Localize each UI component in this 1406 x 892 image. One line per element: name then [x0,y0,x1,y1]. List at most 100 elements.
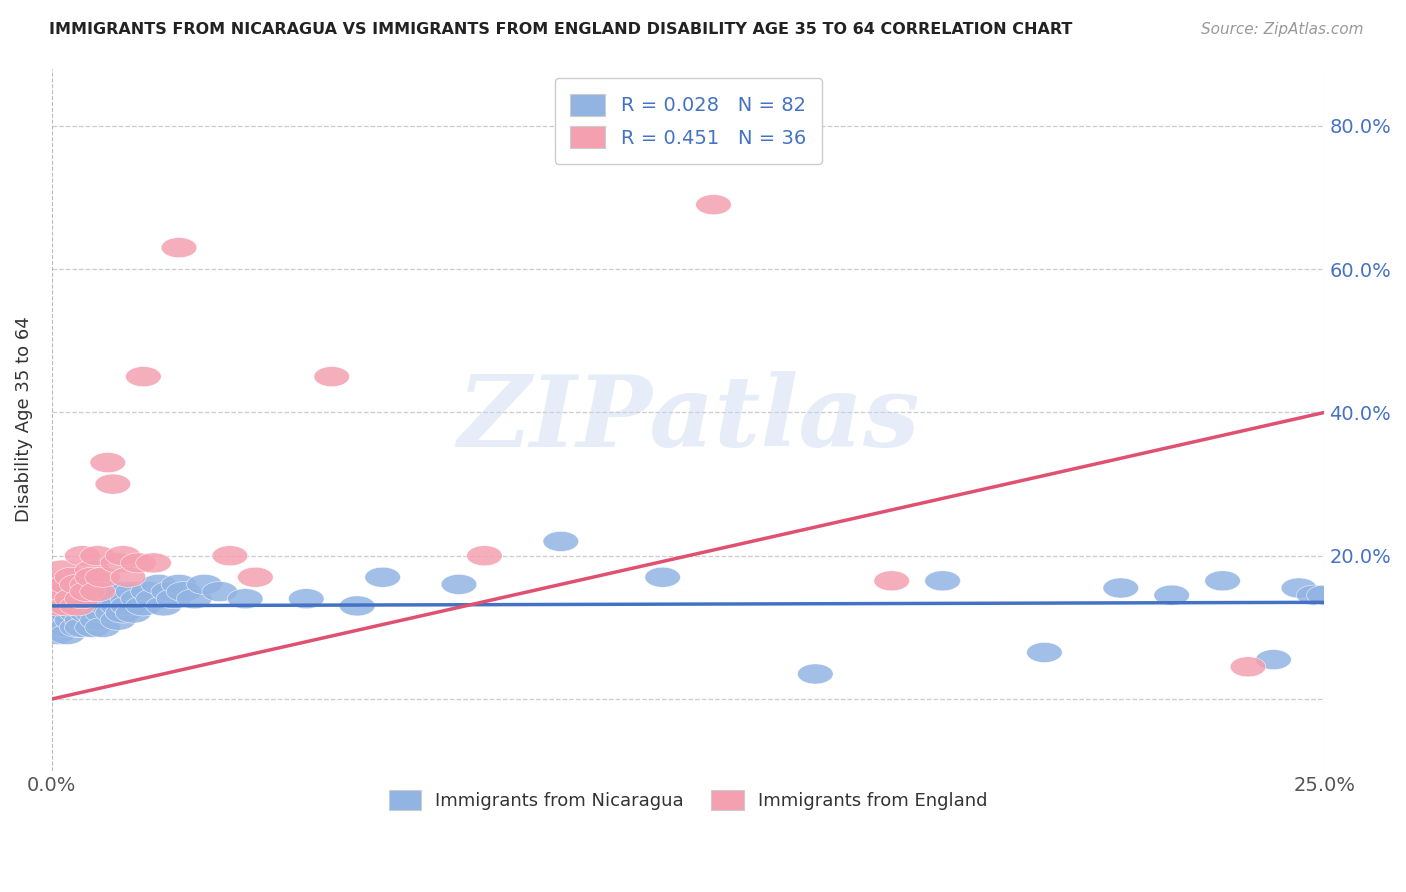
Ellipse shape [150,582,187,601]
Text: IMMIGRANTS FROM NICARAGUA VS IMMIGRANTS FROM ENGLAND DISABILITY AGE 35 TO 64 COR: IMMIGRANTS FROM NICARAGUA VS IMMIGRANTS … [49,22,1073,37]
Ellipse shape [75,567,110,587]
Ellipse shape [441,574,477,594]
Ellipse shape [115,603,150,624]
Ellipse shape [105,603,141,624]
Ellipse shape [55,567,90,587]
Ellipse shape [1154,585,1189,605]
Ellipse shape [364,567,401,587]
Ellipse shape [543,532,579,551]
Ellipse shape [37,589,72,608]
Ellipse shape [59,596,96,616]
Ellipse shape [55,596,90,616]
Ellipse shape [75,603,110,624]
Ellipse shape [288,589,325,608]
Ellipse shape [49,596,84,616]
Ellipse shape [55,574,90,594]
Ellipse shape [121,589,156,608]
Ellipse shape [49,574,84,594]
Ellipse shape [875,571,910,591]
Ellipse shape [125,596,162,616]
Ellipse shape [65,589,100,608]
Ellipse shape [49,603,84,624]
Ellipse shape [90,582,125,601]
Ellipse shape [80,582,115,601]
Ellipse shape [65,617,100,638]
Ellipse shape [162,574,197,594]
Ellipse shape [75,617,110,638]
Ellipse shape [69,596,105,616]
Ellipse shape [238,567,273,587]
Legend: Immigrants from Nicaragua, Immigrants from England: Immigrants from Nicaragua, Immigrants fr… [374,775,1002,825]
Ellipse shape [212,546,247,566]
Ellipse shape [136,589,172,608]
Ellipse shape [100,596,136,616]
Ellipse shape [39,624,75,645]
Ellipse shape [96,474,131,494]
Ellipse shape [84,589,121,608]
Ellipse shape [80,596,115,616]
Ellipse shape [1102,578,1139,598]
Ellipse shape [1256,649,1291,670]
Ellipse shape [1205,571,1240,591]
Ellipse shape [1281,578,1317,598]
Ellipse shape [105,546,141,566]
Ellipse shape [162,237,197,258]
Ellipse shape [44,603,80,624]
Ellipse shape [228,589,263,608]
Ellipse shape [65,589,100,608]
Ellipse shape [166,582,202,601]
Ellipse shape [84,603,121,624]
Ellipse shape [49,596,84,616]
Ellipse shape [645,567,681,587]
Ellipse shape [39,574,75,594]
Ellipse shape [75,560,110,580]
Ellipse shape [75,589,110,608]
Ellipse shape [65,596,100,616]
Ellipse shape [80,546,115,566]
Ellipse shape [177,589,212,608]
Ellipse shape [1296,585,1331,605]
Ellipse shape [187,574,222,594]
Ellipse shape [110,596,146,616]
Text: ZIPatlas: ZIPatlas [457,371,920,468]
Ellipse shape [69,589,105,608]
Ellipse shape [1026,642,1062,663]
Ellipse shape [696,194,731,215]
Ellipse shape [39,596,75,616]
Ellipse shape [121,553,156,573]
Ellipse shape [141,574,177,594]
Ellipse shape [49,617,84,638]
Ellipse shape [105,582,141,601]
Ellipse shape [925,571,960,591]
Ellipse shape [55,610,90,631]
Ellipse shape [339,596,375,616]
Ellipse shape [37,596,72,616]
Ellipse shape [90,596,125,616]
Ellipse shape [69,574,105,594]
Ellipse shape [100,553,136,573]
Ellipse shape [59,574,96,594]
Ellipse shape [80,610,115,631]
Ellipse shape [467,546,502,566]
Ellipse shape [125,367,162,386]
Ellipse shape [44,617,80,638]
Ellipse shape [314,367,350,386]
Ellipse shape [96,603,131,624]
Ellipse shape [100,610,136,631]
Ellipse shape [110,589,146,608]
Ellipse shape [146,596,181,616]
Ellipse shape [84,617,121,638]
Ellipse shape [39,610,75,631]
Ellipse shape [69,582,105,601]
Ellipse shape [39,574,75,594]
Ellipse shape [49,624,84,645]
Ellipse shape [156,589,191,608]
Ellipse shape [44,560,80,580]
Ellipse shape [65,546,100,566]
Ellipse shape [90,452,125,473]
Text: Source: ZipAtlas.com: Source: ZipAtlas.com [1201,22,1364,37]
Ellipse shape [59,603,96,624]
Ellipse shape [202,582,238,601]
Ellipse shape [65,610,100,631]
Ellipse shape [59,582,96,601]
